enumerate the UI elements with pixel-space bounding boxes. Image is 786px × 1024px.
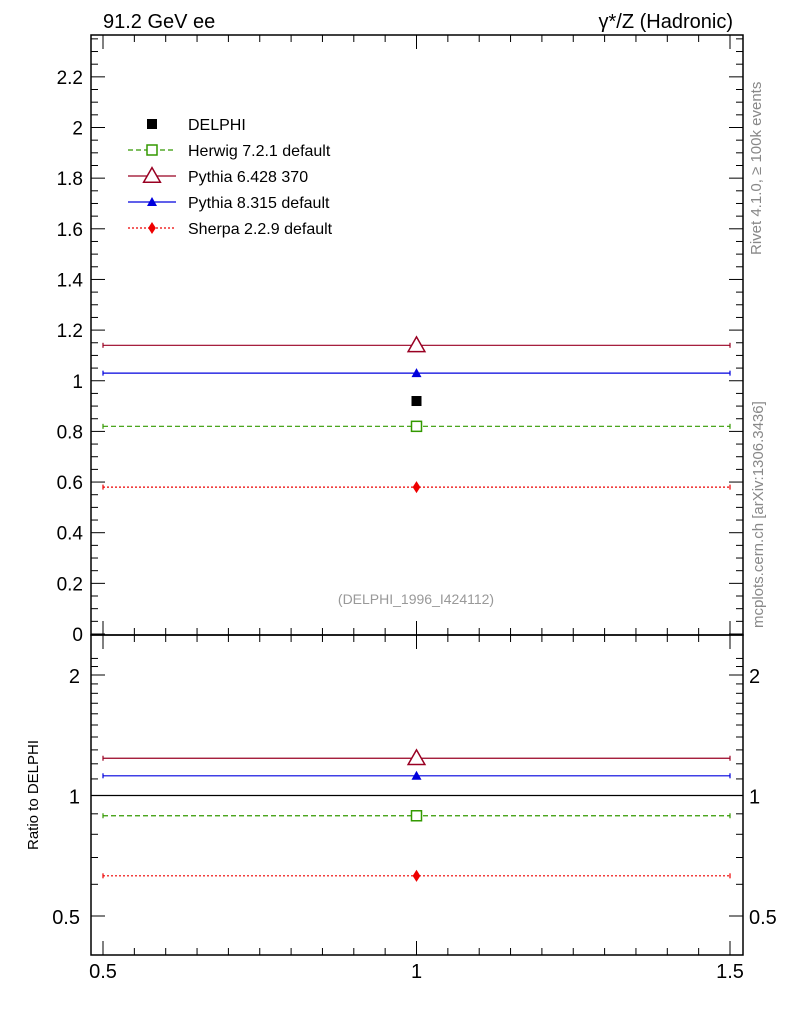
legend-marker-pythia-6-428-370 <box>142 166 162 184</box>
legend-marker-herwig-7-2-1-default <box>146 144 158 156</box>
title-left: 91.2 GeV ee <box>103 11 215 33</box>
title-right: γ*/Z (Hadronic) <box>599 11 733 33</box>
main-point-herwig-7-2-1-default <box>410 420 423 433</box>
main-ytick-label: 0.2 <box>57 574 83 595</box>
ratio-ytick-label-right: 0.5 <box>749 907 777 929</box>
main-ytick-label: 1.8 <box>57 169 83 190</box>
ratio-ytick-label-left: 1 <box>69 787 80 809</box>
xtick-label: 0.5 <box>89 961 117 983</box>
ratio-ytick-label-left: 2 <box>69 666 80 688</box>
main-ytick-label: 1.4 <box>57 270 84 291</box>
rivet-label: Rivet 4.1.0, ≥ 100k events <box>748 82 765 255</box>
legend-label-pythia-8-315-default: Pythia 8.315 default <box>188 195 330 212</box>
legend-marker-delphi <box>147 119 157 129</box>
legend-marker-pythia-8-315-default <box>147 197 157 206</box>
xtick-label: 1 <box>411 961 422 983</box>
ratio-ytick-label-right: 1 <box>749 787 760 809</box>
main-ytick-label: 1.2 <box>57 321 83 342</box>
main-point-delphi <box>411 396 422 407</box>
main-ytick-label: 0 <box>72 625 83 646</box>
main-ytick-label: 1.6 <box>57 220 83 241</box>
legend-label-herwig-7-2-1-default: Herwig 7.2.1 default <box>188 143 331 160</box>
ratio-ytick-label-left: 0.5 <box>52 907 80 929</box>
main-ytick-label: 1 <box>72 372 83 393</box>
main-ytick-label: 2 <box>72 119 83 140</box>
ratio-point-herwig-7-2-1-default <box>410 810 423 822</box>
main-ytick-label: 2.2 <box>57 68 83 89</box>
ratio-point-sherpa-2-2-9-default <box>412 869 421 882</box>
main-point-pythia-8-315-default <box>411 368 422 378</box>
ratio-ytick-label-right: 2 <box>749 666 760 688</box>
legend-marker-sherpa-2-2-9-default <box>148 221 156 235</box>
analysis-id: (DELPHI_1996_I424112) <box>338 591 494 607</box>
legend-label-sherpa-2-2-9-default: Sherpa 2.2.9 default <box>188 221 333 238</box>
ratio-point-pythia-8-315-default <box>411 770 422 780</box>
legend-label-delphi: DELPHI <box>188 117 246 134</box>
ratio-plot-frame <box>90 634 744 956</box>
legend-label-pythia-6-428-370: Pythia 6.428 370 <box>188 169 308 186</box>
main-ytick-label: 0.4 <box>57 524 84 545</box>
main-ytick-label: 0.8 <box>57 422 83 443</box>
main-point-pythia-6-428-370 <box>406 335 427 353</box>
main-ytick-label: 0.6 <box>57 473 83 494</box>
mcplots-label: mcplots.cern.ch [arXiv:1306.3436] <box>750 401 767 628</box>
xtick-label: 1.5 <box>716 961 744 983</box>
ratio-point-pythia-6-428-370 <box>406 748 427 766</box>
main-point-sherpa-2-2-9-default <box>412 481 421 494</box>
ratio-ylabel: Ratio to DELPHI <box>25 740 42 850</box>
